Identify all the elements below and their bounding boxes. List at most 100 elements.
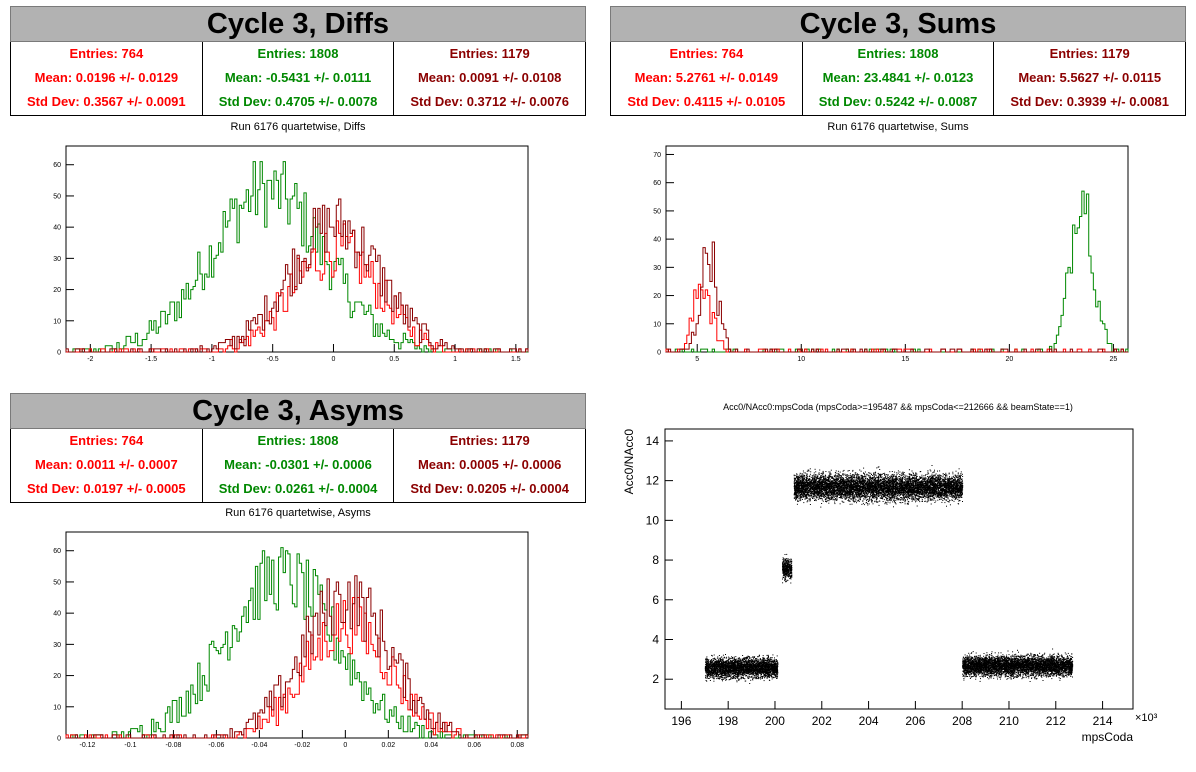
stat-std: Std Dev: 0.3939 +/- 0.0081 xyxy=(1010,94,1169,109)
stat-std: Std Dev: 0.4115 +/- 0.0105 xyxy=(627,94,786,109)
y-tick-label: 10 xyxy=(53,704,61,711)
stat-mean: Mean: 0.0196 +/- 0.0129 xyxy=(34,70,179,85)
x-tick-label: -0.1 xyxy=(124,742,136,749)
asyms-stats-red: Entries: 764 Mean: 0.0011 +/- 0.0007 Std… xyxy=(11,429,203,502)
plot-frame xyxy=(664,428,1134,710)
x-tick-label: 0 xyxy=(343,742,347,749)
histogram-darkred xyxy=(65,198,529,353)
y-tick-label: 12 xyxy=(646,474,660,488)
stat-mean: Mean: 5.5627 +/- 0.0115 xyxy=(1018,70,1162,85)
x-tick-label: 0.08 xyxy=(510,742,524,749)
x-tick-label: 198 xyxy=(718,714,738,728)
stat-entries: Entries: 1808 xyxy=(857,46,939,61)
scatter-points xyxy=(704,465,1074,684)
sums-stats-green: Entries: 1808 Mean: 23.4841 +/- 0.0123 S… xyxy=(803,42,995,115)
stat-std: Std Dev: 0.5242 +/- 0.0087 xyxy=(818,94,978,109)
stat-entries: Entries: 764 xyxy=(669,46,744,61)
y-tick-label: 30 xyxy=(53,256,61,263)
plot-frame xyxy=(665,145,1129,353)
x-tick-label: 5 xyxy=(695,356,699,363)
scatter-title: Acc0/NAcc0:mpsCoda (mpsCoda>=195487 && m… xyxy=(723,402,1073,412)
x-tick-label: 0.5 xyxy=(389,356,399,363)
x-tick-label: 200 xyxy=(765,714,785,728)
diffs-stats-red: Entries: 764 Mean: 0.0196 +/- 0.0129 Std… xyxy=(11,42,203,115)
y-tick-label: 60 xyxy=(653,180,661,187)
stat-mean: Mean: 0.0011 +/- 0.0007 xyxy=(34,457,178,472)
x-axis-exponent: ×10³ xyxy=(1135,712,1158,724)
y-tick-label: 40 xyxy=(53,611,61,618)
stat-std: Std Dev: 0.3712 +/- 0.0076 xyxy=(410,94,569,109)
y-tick-label: 14 xyxy=(646,434,660,448)
x-axis-label: mpsCoda xyxy=(1082,730,1134,744)
y-tick-label: 8 xyxy=(652,553,659,567)
sums-stats-box: Entries: 764 Mean: 5.2761 +/- 0.0149 Std… xyxy=(610,42,1186,116)
stat-entries: Entries: 1808 xyxy=(257,433,339,448)
y-tick-label: 20 xyxy=(53,673,61,680)
y-tick-label: 30 xyxy=(653,265,661,272)
x-tick-label: 0.02 xyxy=(382,742,396,749)
x-tick-label: 0.04 xyxy=(424,742,438,749)
x-tick-label: 15 xyxy=(901,356,909,363)
y-tick-label: 6 xyxy=(652,593,659,607)
plot-frame xyxy=(65,145,529,353)
x-tick-label: 196 xyxy=(671,714,691,728)
diffs-run-title: Run 6176 quartetwise, Diffs xyxy=(230,121,366,133)
y-tick-label: 4 xyxy=(652,632,659,646)
x-tick-label: 1.5 xyxy=(511,356,521,363)
y-tick-label: 50 xyxy=(53,193,61,200)
stat-std: Std Dev: 0.0205 +/- 0.0004 xyxy=(410,481,569,496)
y-tick-label: 10 xyxy=(53,318,61,325)
diffs-histogram: -2 -1.5 -1 -0.5 0 0.5 1 1.5 0 10 20 30 40 50 60 xyxy=(53,145,529,363)
diffs-stats-darkred: Entries: 1179 Mean: 0.0091 +/- 0.0108 St… xyxy=(394,42,585,115)
stat-mean: Mean: -0.0301 +/- 0.0006 xyxy=(224,457,372,472)
asyms-run-title: Run 6176 quartetwise, Asyms xyxy=(225,507,371,519)
asyms-stats-box: Entries: 764 Mean: 0.0011 +/- 0.0007 Std… xyxy=(10,429,586,503)
stat-std: Std Dev: 0.4705 +/- 0.0078 xyxy=(218,94,378,109)
histogram-green xyxy=(66,547,529,739)
stat-entries: Entries: 1179 xyxy=(1049,46,1130,61)
y-axis-label: Acc0/NAcc0 xyxy=(622,429,636,495)
diffs-banner: Cycle 3, Diffs xyxy=(10,6,586,42)
x-tick-label: 214 xyxy=(1093,714,1113,728)
sums-banner: Cycle 3, Sums xyxy=(610,6,1186,42)
x-tick-label: -0.02 xyxy=(294,742,310,749)
x-tick-label: 206 xyxy=(905,714,925,728)
y-tick-label: 2 xyxy=(652,672,659,686)
x-tick-label: 0.06 xyxy=(467,742,481,749)
acc0-vs-mpscoda-scatter: 196 198 200 202 204 206 208 210 212 214 2 4 6 8 10 12 14… xyxy=(622,428,1158,744)
y-tick-label: 30 xyxy=(53,642,61,649)
x-tick-label: 204 xyxy=(859,714,879,728)
y-tick-label: 40 xyxy=(53,225,61,232)
stat-mean: Mean: 0.0005 +/- 0.0006 xyxy=(417,457,562,472)
asyms-histogram: -0.12 -0.1 -0.08 -0.06 -0.04 -0.02 0 0.02 0.04 0.… xyxy=(53,531,529,749)
x-tick-label: -0.08 xyxy=(165,742,181,749)
histogram-red xyxy=(665,283,1128,353)
asyms-banner: Cycle 3, Asyms xyxy=(10,393,586,429)
x-tick-label: 208 xyxy=(952,714,972,728)
diffs-stats-box: Entries: 764 Mean: 0.0196 +/- 0.0129 Std… xyxy=(10,42,586,116)
stat-mean: Mean: 0.0091 +/- 0.0108 xyxy=(417,70,562,85)
stat-entries: Entries: 764 xyxy=(69,46,144,61)
stat-mean: Mean: 23.4841 +/- 0.0123 xyxy=(822,70,974,85)
sums-stats-red: Entries: 764 Mean: 5.2761 +/- 0.0149 Std… xyxy=(611,42,803,115)
histogram-darkred xyxy=(666,241,1128,353)
x-tick-label: 0 xyxy=(332,356,336,363)
y-tick-label: 70 xyxy=(653,152,661,159)
stat-std: Std Dev: 0.3567 +/- 0.0091 xyxy=(27,94,186,109)
x-tick-label: 210 xyxy=(999,714,1019,728)
x-tick-label: -0.5 xyxy=(267,356,279,363)
y-tick-label: 0 xyxy=(657,350,661,357)
sums-histogram: 5 10 15 20 25 0 10 20 30 40 50 60 70 xyxy=(653,145,1129,363)
stat-entries: Entries: 764 xyxy=(69,433,144,448)
x-tick-label: -1 xyxy=(209,356,215,363)
stat-std: Std Dev: 0.0261 +/- 0.0004 xyxy=(218,481,378,496)
x-tick-label: 212 xyxy=(1046,714,1066,728)
y-tick-label: 10 xyxy=(646,513,660,527)
y-tick-label: 20 xyxy=(53,287,61,294)
x-tick-label: 25 xyxy=(1110,356,1118,363)
stat-entries: Entries: 1179 xyxy=(449,433,530,448)
x-tick-label: -1.5 xyxy=(145,356,157,363)
stat-std: Std Dev: 0.0197 +/- 0.0005 xyxy=(27,481,186,496)
asyms-stats-green: Entries: 1808 Mean: -0.0301 +/- 0.0006 S… xyxy=(203,429,395,502)
sums-stats-darkred: Entries: 1179 Mean: 5.5627 +/- 0.0115 St… xyxy=(994,42,1185,115)
